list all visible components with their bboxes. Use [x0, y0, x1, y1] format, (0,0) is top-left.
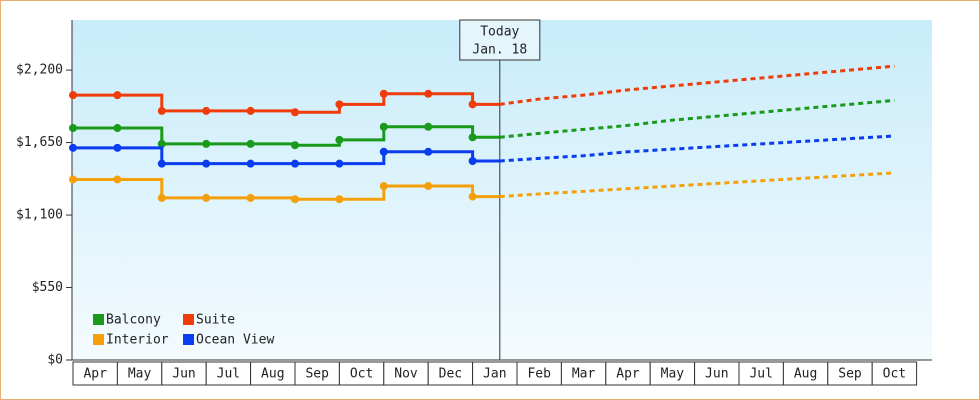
- series-point: [291, 159, 299, 168]
- x-tick-label: Jul: [217, 367, 240, 382]
- series-point: [335, 159, 344, 168]
- legend-swatch: [183, 314, 194, 325]
- legend-label: Ocean View: [196, 333, 274, 348]
- series-point: [113, 143, 122, 152]
- series-point: [379, 182, 388, 191]
- series-point: [69, 91, 77, 100]
- series-point: [468, 192, 477, 201]
- series-point: [424, 147, 433, 156]
- series-point: [202, 193, 211, 202]
- series-point: [291, 141, 299, 150]
- today-label: Jan. 18: [472, 43, 527, 58]
- legend-label: Suite: [196, 313, 235, 328]
- plot-area: [72, 20, 932, 360]
- legend-label: Interior: [106, 333, 169, 348]
- x-tick-label: Feb: [527, 367, 551, 382]
- legend-label: Balcony: [106, 313, 161, 328]
- x-tick-label: Jul: [749, 367, 772, 382]
- series-point: [335, 135, 344, 144]
- series-point: [335, 100, 344, 109]
- x-tick-label: Aug: [261, 367, 284, 382]
- series-point: [69, 143, 77, 152]
- series-point: [335, 195, 344, 204]
- series-point: [246, 139, 255, 148]
- x-cell: [871, 361, 918, 386]
- series-point: [291, 108, 299, 117]
- series-point: [157, 159, 166, 168]
- x-tick-label: May: [128, 367, 152, 382]
- x-tick-label: Apr: [616, 367, 640, 382]
- series-point: [69, 124, 77, 133]
- series-point: [157, 193, 166, 202]
- series-point: [468, 157, 477, 166]
- x-tick-label: May: [661, 367, 685, 382]
- today-label: Today: [480, 25, 519, 40]
- forecast-line: [499, 171, 895, 199]
- y-tick-label: $2,200: [16, 63, 63, 78]
- series-point: [379, 89, 388, 98]
- y-tick-label: $1,650: [16, 135, 63, 150]
- forecast-line: [499, 134, 895, 163]
- x-tick-label: Jun: [172, 367, 195, 382]
- y-tick-label: $550: [32, 280, 63, 295]
- y-tick-label: $1,100: [16, 208, 63, 223]
- x-tick-label: Aug: [794, 367, 817, 382]
- series-point: [202, 106, 211, 115]
- x-tick-label: Sep: [838, 367, 862, 382]
- x-tick-label: Oct: [883, 367, 906, 382]
- series-point: [202, 139, 211, 148]
- x-tick-label: Sep: [305, 367, 329, 382]
- series-line: [73, 92, 500, 114]
- today-box: [459, 19, 541, 61]
- series-point: [113, 91, 122, 100]
- series-point: [246, 159, 255, 168]
- series-point: [157, 106, 166, 115]
- series-point: [424, 89, 433, 98]
- y-tick-label: $0: [47, 353, 63, 368]
- legend-swatch: [183, 334, 194, 345]
- series-line: [73, 125, 500, 147]
- series-point: [113, 175, 122, 184]
- series-point: [69, 175, 77, 184]
- x-tick-label: Jan: [483, 367, 506, 382]
- x-tick-label: Jun: [705, 367, 728, 382]
- series-point: [424, 122, 433, 131]
- series-point: [202, 159, 211, 168]
- series-point: [246, 106, 255, 115]
- series-point: [424, 182, 433, 191]
- legend-swatch: [93, 314, 104, 325]
- legend-swatch: [93, 334, 104, 345]
- x-tick-label: Dec: [439, 367, 462, 382]
- series-point: [113, 124, 122, 133]
- series-point: [157, 139, 166, 148]
- series-point: [246, 193, 255, 202]
- series-point: [379, 147, 388, 156]
- x-tick-label: Apr: [83, 367, 107, 382]
- series-point: [468, 100, 477, 109]
- series-point: [468, 133, 477, 142]
- x-tick-label: Oct: [350, 367, 373, 382]
- series-point: [379, 122, 388, 131]
- series-point: [291, 195, 299, 204]
- x-tick-label: Nov: [394, 367, 418, 382]
- series-line: [73, 146, 500, 166]
- x-tick-label: Mar: [572, 367, 596, 382]
